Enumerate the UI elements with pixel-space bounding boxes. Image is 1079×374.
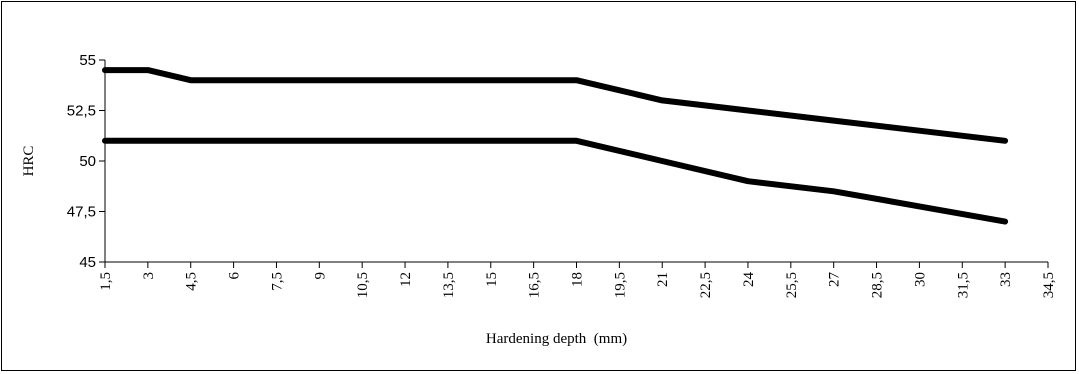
x-tick-label: 18 [570,272,586,287]
y-tick-label: 55 [79,52,96,69]
x-tick-label: 34,5 [1041,272,1057,298]
x-tick-label: 7,5 [269,272,285,291]
x-tick-label: 21 [655,272,671,287]
x-tick-label: 13,5 [441,272,457,298]
x-axis-title: Hardening depth (mm) [486,331,627,347]
x-tick-label: 27 [827,272,843,288]
x-tick-label: 19,5 [612,272,628,298]
y-tick-label: 45 [79,254,96,271]
x-tick-label: 6 [227,272,243,280]
x-tick-label: 22,5 [698,272,714,298]
y-tick-label: 47,5 [67,204,96,221]
x-tick-label: 24 [741,272,757,288]
x-tick-label: 33 [998,272,1014,287]
y-tick-label: 50 [79,153,96,170]
series-layer [102,67,1009,225]
x-tick-label: 16,5 [527,272,543,298]
x-tick-label: 4,5 [184,272,200,291]
x-tick-label: 9 [312,272,328,280]
y-tick-label: 52,5 [67,103,96,120]
x-tick-label: 15 [484,272,500,287]
x-tick-label: 30 [912,272,928,287]
y-axis-title: HRC [21,146,37,177]
x-tick-label: 12 [398,272,414,287]
series-line-2 [102,137,1009,225]
x-tick-label: 31,5 [955,272,971,298]
series-line-1 [102,67,1009,144]
x-tick-label: 28,5 [870,272,886,298]
x-tick-label: 1,5 [98,272,114,291]
x-tick-label: 10,5 [355,272,371,298]
x-tick-label: 3 [141,272,157,280]
x-tick-label: 25,5 [784,272,800,298]
